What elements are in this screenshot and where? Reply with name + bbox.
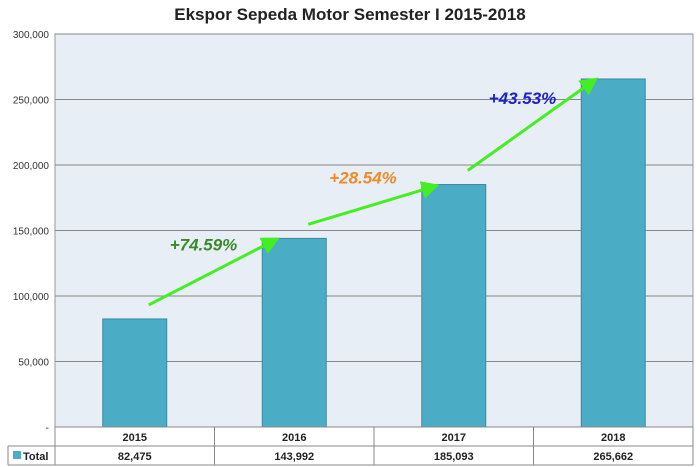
y-tick-label: -	[46, 423, 49, 434]
x-tick-label: 2015	[123, 432, 147, 444]
y-tick-label: 100,000	[13, 292, 50, 303]
chart-title: Ekspor Sepeda Motor Semester I 2015-2018	[174, 5, 526, 24]
y-tick-label: 50,000	[18, 358, 49, 369]
growth-label: +28.54%	[329, 168, 397, 187]
x-tick-label: 2018	[601, 432, 625, 444]
data-label: 143,992	[274, 451, 314, 463]
growth-arrow	[148, 237, 280, 307]
legend-label: Total	[23, 451, 48, 463]
bar-2018	[580, 78, 646, 428]
growth-label: +74.59%	[170, 236, 238, 255]
y-tick-label: 150,000	[13, 227, 50, 238]
data-label: 82,475	[118, 451, 152, 463]
y-tick-label: 300,000	[13, 30, 50, 41]
data-label: 265,662	[593, 451, 633, 463]
x-tick-label: 2017	[442, 432, 466, 444]
legend-swatch	[13, 451, 21, 459]
growth-label: +43.53%	[489, 89, 557, 108]
growth-arrow	[307, 181, 440, 226]
data-label: 185,093	[434, 451, 474, 463]
x-tick-label: 2016	[282, 432, 306, 444]
bar-2015	[102, 318, 168, 428]
bar-2016	[261, 237, 327, 428]
y-tick-label: 250,000	[13, 96, 50, 107]
bar-2017	[421, 184, 487, 428]
y-tick-label: 200,000	[13, 161, 50, 172]
growth-arrow	[466, 77, 599, 172]
